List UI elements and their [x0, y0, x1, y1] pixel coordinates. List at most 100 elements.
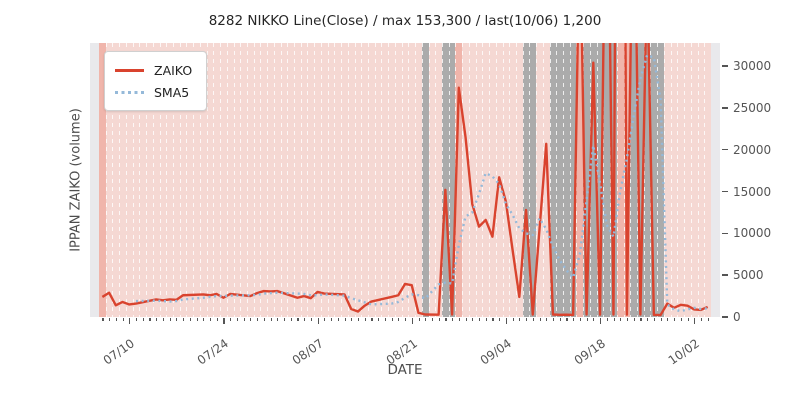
- day-band: [294, 43, 302, 317]
- day-band: [347, 43, 356, 317]
- plot-area[interactable]: ZAIKO SMA5: [90, 43, 720, 317]
- x-minor-tick: [371, 318, 373, 321]
- day-gridline: [374, 43, 376, 317]
- day-band: [408, 43, 416, 317]
- day-band: [213, 43, 221, 317]
- day-band: [125, 43, 134, 317]
- day-band: [616, 43, 625, 317]
- day-band: [374, 43, 382, 317]
- day-band: [677, 43, 685, 317]
- y-tick-label: 25000: [733, 100, 772, 115]
- day-gridline: [401, 43, 403, 317]
- day-band: [448, 43, 456, 317]
- day-band: [179, 43, 187, 317]
- day-gridline: [415, 43, 417, 317]
- day-band: [267, 43, 275, 317]
- x-minor-tick: [378, 318, 380, 321]
- day-gridline: [435, 43, 437, 317]
- day-gridline: [677, 43, 679, 317]
- legend-item-zaiko[interactable]: ZAIKO: [115, 59, 192, 81]
- y-tick: [722, 65, 728, 67]
- legend-label-sma5: SMA5: [154, 84, 190, 100]
- legend-label-zaiko: ZAIKO: [154, 62, 193, 78]
- x-minor-tick: [499, 318, 501, 321]
- legend-item-sma5[interactable]: SMA5: [115, 81, 192, 103]
- x-minor-tick: [156, 318, 158, 321]
- day-gridline: [199, 43, 201, 317]
- y-tick: [722, 316, 728, 318]
- day-band: [630, 43, 638, 317]
- x-minor-tick: [640, 318, 642, 321]
- y-tick: [722, 107, 728, 109]
- x-minor-tick: [196, 318, 198, 321]
- day-band: [99, 43, 107, 317]
- x-minor-tick: [304, 318, 306, 321]
- day-band: [199, 43, 208, 317]
- y-axis-label: IPPAN ZAIKO (volume): [68, 108, 84, 252]
- x-minor-tick: [579, 318, 582, 321]
- day-gridline: [139, 43, 141, 317]
- x-major-tick: [317, 318, 319, 324]
- day-band: [193, 43, 201, 317]
- x-minor-tick: [337, 318, 339, 321]
- zaiko-line: [101, 43, 709, 317]
- day-gridline: [388, 43, 390, 317]
- x-minor-tick: [485, 318, 487, 321]
- day-gridline: [563, 43, 565, 317]
- x-minor-tick: [438, 318, 440, 321]
- day-band: [388, 43, 396, 317]
- day-gridline: [616, 43, 618, 317]
- day-gridline: [273, 43, 275, 317]
- x-minor-tick: [707, 318, 709, 321]
- day-gridline: [280, 43, 282, 317]
- x-minor-tick: [283, 318, 286, 321]
- x-minor-tick: [546, 318, 548, 321]
- x-minor-tick: [136, 318, 138, 321]
- day-band: [576, 43, 584, 317]
- x-minor-tick: [553, 318, 555, 321]
- day-band: [428, 43, 436, 317]
- day-band: [690, 43, 699, 317]
- day-band: [522, 43, 530, 317]
- x-minor-tick: [351, 318, 353, 321]
- sma5-line: [135, 53, 708, 313]
- day-band: [354, 43, 362, 317]
- legend[interactable]: ZAIKO SMA5: [104, 51, 208, 111]
- day-gridline: [448, 43, 450, 317]
- day-gridline: [475, 43, 477, 317]
- x-minor-tick: [573, 318, 575, 321]
- day-gridline: [334, 43, 336, 317]
- day-band: [455, 43, 463, 317]
- x-minor-tick: [203, 318, 205, 321]
- x-minor-tick: [324, 318, 326, 321]
- day-band: [684, 43, 692, 317]
- day-band: [206, 43, 214, 317]
- day-band: [394, 43, 403, 317]
- day-gridline: [529, 43, 531, 317]
- y-tick-label: 20000: [733, 142, 772, 157]
- x-minor-tick: [176, 318, 178, 321]
- day-band: [226, 43, 234, 317]
- day-band: [186, 43, 194, 317]
- day-gridline: [704, 43, 706, 317]
- day-gridline: [549, 43, 551, 317]
- day-gridline: [576, 43, 578, 317]
- x-minor-tick: [115, 318, 117, 321]
- day-band: [704, 43, 712, 317]
- day-gridline: [536, 43, 538, 317]
- day-gridline: [347, 43, 349, 317]
- day-gridline: [690, 43, 692, 317]
- x-minor-tick: [660, 318, 662, 321]
- x-minor-tick: [216, 318, 218, 321]
- x-minor-tick: [310, 318, 312, 321]
- day-band: [657, 43, 665, 317]
- x-minor-tick: [539, 318, 541, 321]
- y-tick-label: 15000: [733, 184, 772, 199]
- day-band: [556, 43, 564, 317]
- day-gridline: [643, 43, 645, 317]
- day-gridline: [146, 43, 148, 317]
- x-minor-tick: [532, 318, 534, 321]
- day-gridline: [509, 43, 511, 317]
- x-minor-tick: [183, 318, 185, 321]
- x-minor-tick: [257, 318, 259, 321]
